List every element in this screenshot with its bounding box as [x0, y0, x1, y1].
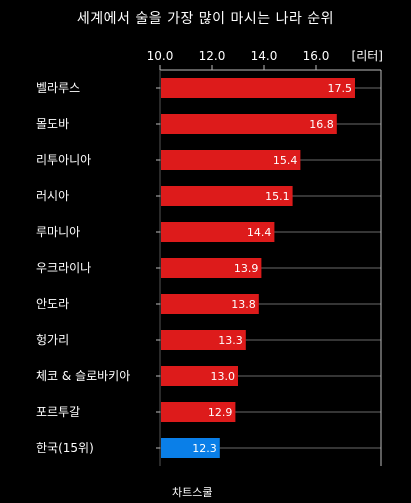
- bar-value-label: 12.3: [192, 442, 217, 455]
- bar: [161, 402, 236, 422]
- category-label: 벨라루스: [36, 81, 80, 95]
- bar-value-label: 13.9: [234, 262, 259, 275]
- bar: [161, 222, 275, 242]
- x-tick-label: 14.0: [251, 49, 278, 63]
- category-label: 우크라이나: [36, 261, 91, 275]
- bar-value-label: 14.4: [247, 226, 272, 239]
- bar: [161, 186, 293, 206]
- bar-value-label: 12.9: [208, 406, 233, 419]
- category-label: 러시아: [36, 189, 69, 203]
- category-label: 헝가리: [36, 333, 69, 347]
- bar: [161, 330, 246, 350]
- bar: [161, 438, 220, 458]
- bar: [161, 150, 301, 170]
- category-label: 몰도바: [36, 117, 69, 131]
- bar-value-label: 15.4: [273, 154, 298, 167]
- bar-value-label: 13.3: [218, 334, 243, 347]
- bar-value-label: 16.8: [309, 118, 334, 131]
- x-tick-label: 16.0: [303, 49, 330, 63]
- bar: [161, 294, 259, 314]
- bar: [161, 114, 337, 134]
- unit-label: [리터]: [352, 49, 383, 63]
- category-label: 안도라: [36, 297, 69, 311]
- bar: [161, 366, 238, 386]
- chart-title: 세계에서 술을 가장 많이 마시는 나라 순위: [76, 11, 335, 27]
- bar: [161, 258, 262, 278]
- bar: [161, 78, 355, 98]
- category-label: 한국(15위): [36, 441, 94, 455]
- bar-value-label: 13.0: [211, 370, 236, 383]
- source-label: 차트스쿨: [172, 486, 213, 499]
- category-label: 리투아니아: [36, 153, 91, 167]
- x-tick-label: 10.0: [147, 49, 174, 63]
- category-label: 포르투갈: [36, 405, 80, 419]
- category-label: 루마니아: [36, 225, 80, 239]
- bar-value-label: 17.5: [328, 82, 353, 95]
- bar-value-label: 15.1: [265, 190, 290, 203]
- x-tick-label: 12.0: [199, 49, 226, 63]
- bar-value-label: 13.8: [231, 298, 256, 311]
- category-label: 체코 & 슬로바키아: [36, 369, 130, 383]
